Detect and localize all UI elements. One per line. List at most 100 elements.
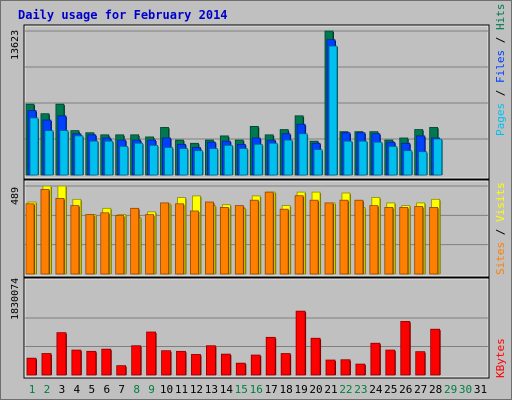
bar-sites-day-2 <box>40 189 50 275</box>
bar-pages-day-2-face <box>44 130 54 176</box>
bar-pages-day-2 <box>44 130 54 176</box>
bar-pages-day-24-face <box>373 141 383 176</box>
bar-kbytes-day-12 <box>191 354 202 376</box>
ymax-label-hits: 13623 <box>10 30 21 60</box>
ymax-label-kbytes: 1830074 <box>10 278 21 320</box>
panel-kbytes-gridlines <box>25 317 488 347</box>
bar-sites-day-6 <box>100 212 110 275</box>
legend-part-2: Files <box>494 50 507 83</box>
bar-kbytes-day-19 <box>295 310 307 376</box>
bar-sites-day-22-face <box>339 199 349 275</box>
bar-kbytes-day-4 <box>71 349 82 376</box>
bar-kbytes-day-8-face <box>131 345 142 376</box>
bar-kbytes-day-5 <box>86 350 97 376</box>
day-label-24: 24 <box>369 383 383 396</box>
bar-sites-day-28-face <box>429 207 439 275</box>
bar-sites-day-25-face <box>384 207 394 275</box>
bar-sites-day-12 <box>190 210 200 275</box>
day-label-28: 28 <box>429 383 442 396</box>
bar-kbytes-day-28 <box>430 328 441 376</box>
bar-pages-day-14-face <box>223 145 233 176</box>
bar-kbytes-day-26-face <box>400 321 411 376</box>
bar-sites-day-26-face <box>399 207 409 275</box>
bar-sites-day-6-face <box>100 212 110 275</box>
bar-sites-day-9 <box>145 214 155 275</box>
bar-kbytes-day-6-face <box>101 348 112 376</box>
bar-sites-day-16 <box>249 199 260 275</box>
day-label-3: 3 <box>59 383 66 396</box>
bar-sites-day-20-face <box>309 199 319 275</box>
legend-part-1: / <box>494 83 507 103</box>
bar-kbytes-day-7 <box>116 365 127 376</box>
bar-kbytes-day-21 <box>325 359 336 376</box>
bar-pages-day-26 <box>403 150 413 176</box>
bar-pages-day-23-face <box>358 140 368 176</box>
bar-sites-day-4-face <box>70 205 80 275</box>
bar-pages-day-6-face <box>104 140 114 176</box>
bar-kbytes-day-22 <box>340 359 351 376</box>
bar-sites-day-8 <box>130 207 140 275</box>
bar-pages-day-11 <box>179 148 189 176</box>
bar-kbytes-day-25 <box>385 349 396 376</box>
legend-kbytes: KBytes <box>494 338 507 378</box>
bar-kbytes-day-1 <box>26 357 37 376</box>
bar-pages-day-8 <box>134 142 144 176</box>
day-label-31: 31 <box>474 383 487 396</box>
panel-visits <box>23 179 490 278</box>
bar-pages-day-5 <box>89 140 99 176</box>
bar-kbytes-day-8 <box>131 345 142 376</box>
bar-pages-day-24 <box>373 141 383 176</box>
bar-pages-day-13 <box>208 148 219 176</box>
bar-pages-day-18 <box>283 139 294 176</box>
panel-hits-bars <box>25 30 443 176</box>
legend-part-2: Visits <box>494 182 507 222</box>
bar-sites-day-23-face <box>354 199 364 275</box>
bar-kbytes-day-12-face <box>191 354 201 376</box>
bar-pages-day-15 <box>238 148 249 176</box>
bar-pages-day-22-face <box>343 140 353 176</box>
bar-sites-day-10-face <box>160 202 169 275</box>
legend-pages-files-hits: Pages / Files / Hits <box>494 4 507 137</box>
bar-pages-day-18-face <box>283 139 293 176</box>
day-label-16: 16 <box>250 383 263 396</box>
day-label-25: 25 <box>384 383 397 396</box>
bar-sites-day-2-face <box>40 189 50 275</box>
bar-pages-day-1-face <box>29 117 39 176</box>
bar-kbytes-day-10-face <box>161 350 171 376</box>
bar-sites-day-3 <box>55 198 65 275</box>
bar-kbytes-day-14 <box>220 353 232 376</box>
bar-sites-day-5-face <box>85 214 95 275</box>
bar-kbytes-day-7-face <box>116 365 127 376</box>
panel-visits-bevel <box>24 180 489 277</box>
bar-kbytes-day-23-face <box>355 363 366 376</box>
bar-pages-day-4-face <box>74 135 84 176</box>
day-label-11: 11 <box>175 383 188 396</box>
bar-kbytes-day-2 <box>41 353 52 376</box>
bar-pages-day-12-face <box>194 150 203 176</box>
bar-sites-day-7 <box>115 215 125 275</box>
bar-pages-day-19-face <box>298 133 308 176</box>
bar-kbytes-day-11 <box>176 350 187 376</box>
bar-kbytes-day-20 <box>310 337 322 376</box>
bar-pages-day-12 <box>194 150 204 176</box>
bar-pages-day-5-face <box>89 140 99 176</box>
bar-kbytes-day-23 <box>355 363 366 376</box>
bar-sites-day-25 <box>384 207 394 275</box>
bar-kbytes-day-26 <box>400 321 411 376</box>
day-label-23: 23 <box>354 383 367 396</box>
bar-sites-day-21 <box>324 202 334 275</box>
bar-pages-day-4 <box>74 135 84 176</box>
bar-sites-day-20 <box>309 199 320 275</box>
bar-pages-day-15-face <box>238 148 248 176</box>
bar-kbytes-day-27 <box>415 351 426 376</box>
day-label-10: 10 <box>160 383 173 396</box>
bar-sites-day-27 <box>414 206 424 275</box>
bar-pages-day-3-face <box>59 130 69 176</box>
panel-kbytes-bevel <box>24 278 489 378</box>
bar-sites-day-1-face <box>25 203 35 275</box>
bar-pages-day-21 <box>328 45 338 176</box>
panel-hits-bevel <box>24 25 489 179</box>
day-label-15: 15 <box>235 383 248 396</box>
bar-sites-day-9-face <box>145 214 155 275</box>
bar-pages-day-9 <box>149 145 159 176</box>
